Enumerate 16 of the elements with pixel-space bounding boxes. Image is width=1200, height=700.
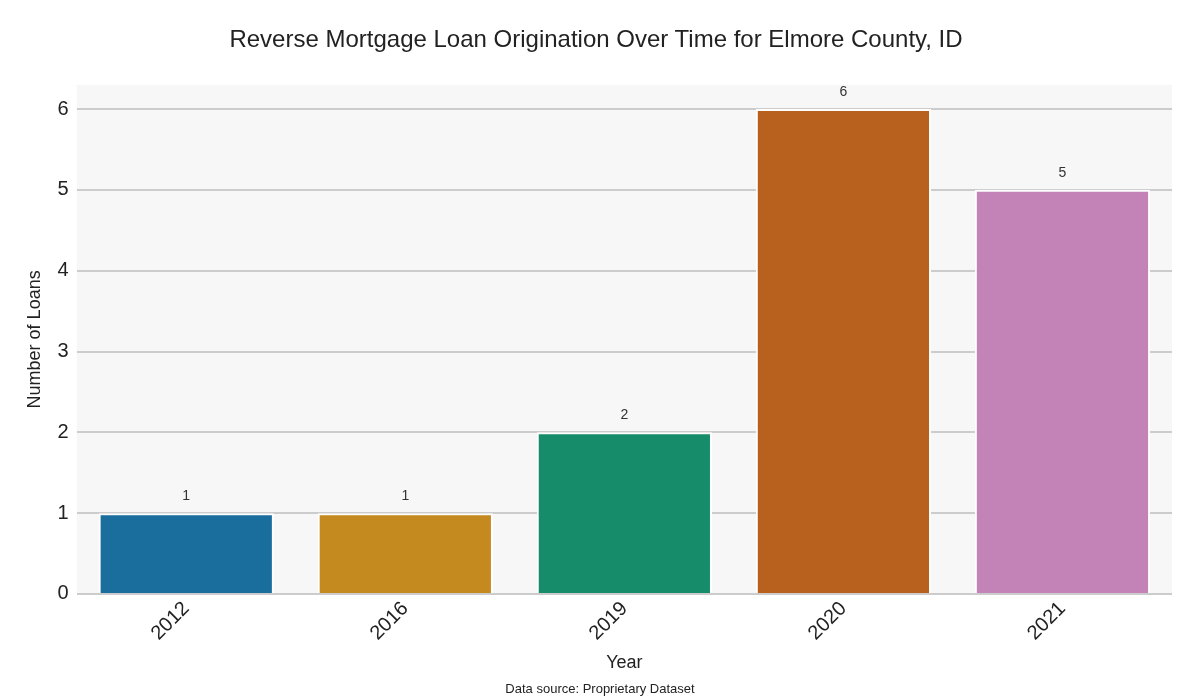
y-axis-title: Number of Loans <box>23 270 44 409</box>
data-label: 5 <box>1058 163 1067 180</box>
y-tick-label: 1 <box>57 500 69 523</box>
y-tick-label: 3 <box>57 339 69 362</box>
y-tick-label: 6 <box>57 96 69 119</box>
y-tick-label: 0 <box>57 581 69 604</box>
chart-title: Reverse Mortgage Loan Origination Over Time for Elmore County, ID <box>229 25 963 53</box>
x-axis-title: Year <box>606 652 643 673</box>
data-label: 2 <box>620 406 629 423</box>
y-tick-label: 5 <box>57 177 69 200</box>
source-note: Data source: Proprietary Dataset <box>505 681 696 697</box>
data-label: 1 <box>401 487 410 504</box>
y-tick-label: 2 <box>57 419 69 442</box>
data-label: 1 <box>182 487 191 504</box>
y-tick-label: 4 <box>57 258 69 281</box>
data-label: 6 <box>839 82 848 99</box>
